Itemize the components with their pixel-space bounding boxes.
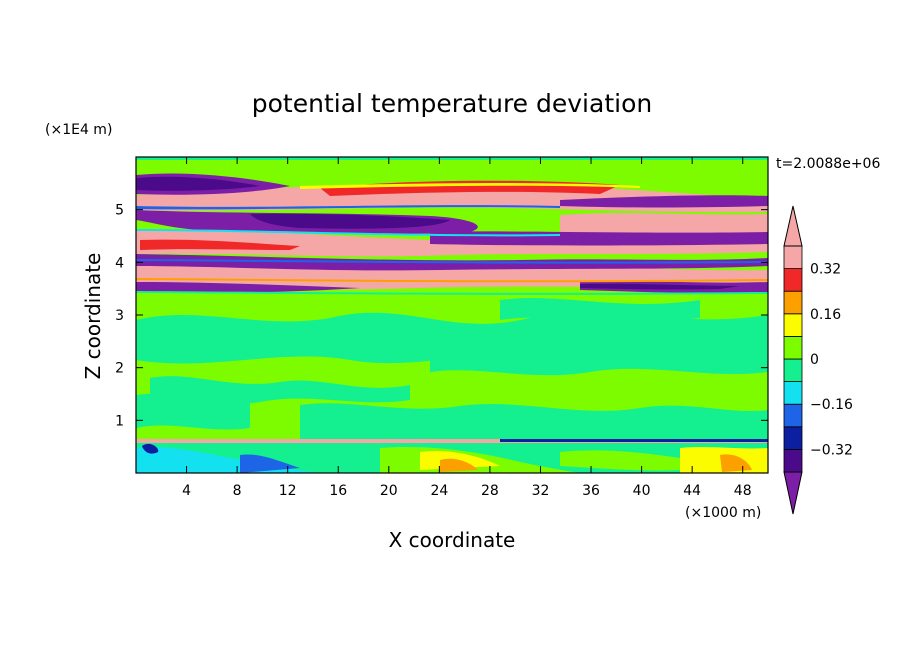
boundary-layer [136, 439, 768, 473]
colorbar-swatch [783, 448, 803, 473]
x-tick-label: 44 [683, 483, 701, 499]
x-tick-label: 8 [233, 483, 242, 499]
x-tick-label: 24 [430, 483, 448, 499]
colorbar-label: −0.16 [810, 397, 853, 413]
colorbar-swatch [783, 381, 803, 405]
x-tick-label: 12 [279, 483, 297, 499]
colorbar-extend-low [783, 471, 803, 515]
upper-layers [136, 160, 768, 295]
colorbar-swatch [783, 403, 803, 428]
x-axis: 4 8 12 16 20 24 28 32 36 40 44 48 [182, 157, 752, 499]
contour-field [136, 157, 768, 473]
colorbar-swatch [783, 335, 803, 360]
x-tick-label: 48 [734, 483, 752, 499]
y-axis: 1 2 3 4 5 [115, 203, 768, 429]
y-tick-label: 2 [115, 361, 124, 377]
colorbar-swatch [783, 268, 803, 292]
colorbar-label: 0 [810, 352, 819, 368]
colorbar-swatch [783, 358, 803, 383]
y-unit-label: (×1E4 m) [45, 122, 112, 138]
x-axis-label: X coordinate [389, 528, 516, 552]
colorbar-swatch [783, 290, 803, 315]
x-tick-label: 16 [329, 483, 347, 499]
colorbar-label: 0.32 [810, 262, 841, 278]
y-tick-label: 5 [115, 203, 124, 219]
colorbar-label: −0.32 [810, 442, 853, 458]
y-axis-label: Z coordinate [81, 253, 105, 380]
y-tick-label: 4 [115, 255, 124, 271]
mid-layer-patches [136, 290, 768, 440]
colorbar-extend-high [783, 205, 803, 247]
colorbar-swatch [783, 426, 803, 450]
x-tick-label: 4 [182, 483, 191, 499]
x-tick-label: 36 [582, 483, 600, 499]
chart-title: potential temperature deviation [252, 89, 652, 118]
colorbar-label: 0.16 [810, 307, 841, 323]
x-tick-label: 20 [380, 483, 398, 499]
y-tick-label: 3 [115, 308, 124, 324]
x-tick-label: 28 [481, 483, 499, 499]
colorbar: 0.32 0.16 0 −0.16 −0.32 [783, 205, 853, 515]
colorbar-swatch [783, 245, 803, 270]
time-label: t=2.0088e+06 [776, 156, 880, 172]
colorbar-swatch [783, 313, 803, 337]
x-unit-label: (×1000 m) [685, 505, 761, 521]
x-tick-label: 40 [633, 483, 651, 499]
x-tick-label: 32 [532, 483, 550, 499]
y-tick-label: 1 [115, 413, 124, 429]
